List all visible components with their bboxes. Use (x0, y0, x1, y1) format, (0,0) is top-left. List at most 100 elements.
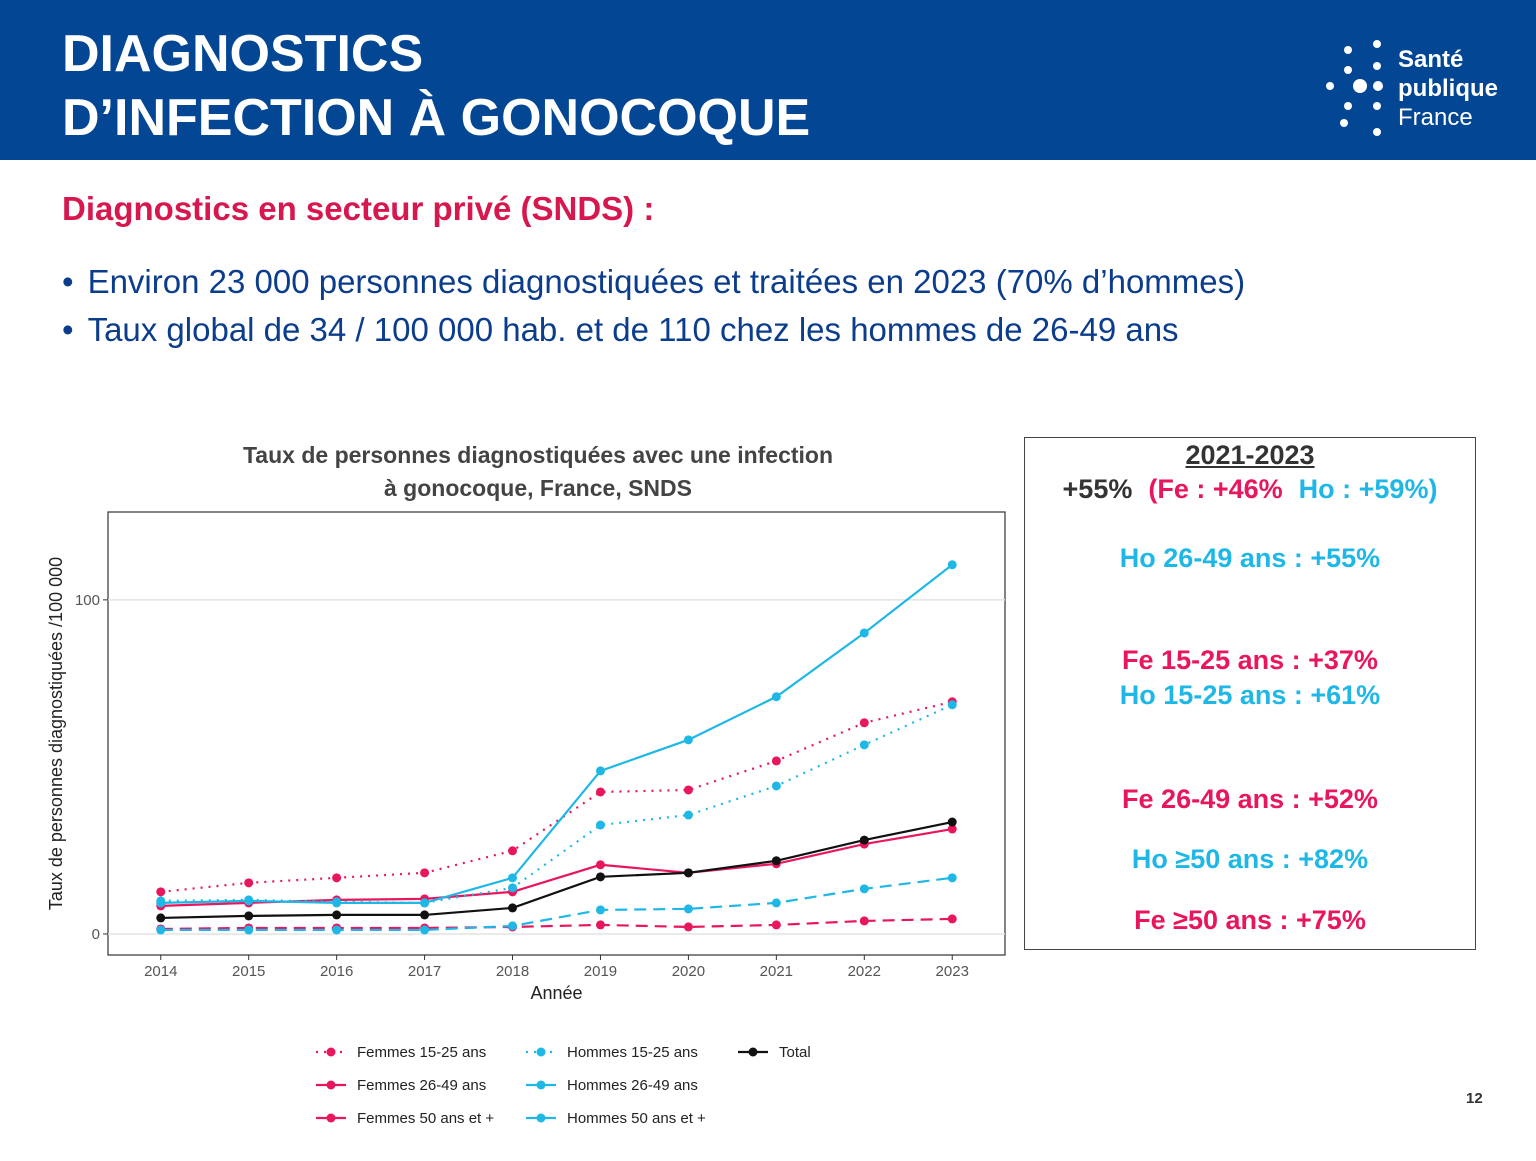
data-point (595, 820, 605, 830)
box-line: Ho 26-49 ans : +55% (1025, 543, 1475, 574)
header-title: DIAGNOSTICS (62, 25, 424, 83)
legend-key-dot (326, 1080, 336, 1090)
box-line: Ho ≥50 ans : +82% (1025, 844, 1475, 875)
legend-label: Hommes 15-25 ans (567, 1044, 698, 1061)
legend-label: Hommes 50 ans et + (567, 1110, 706, 1127)
legend-key-dot (536, 1047, 546, 1057)
data-point (947, 560, 957, 570)
data-point (332, 925, 342, 935)
box-segment: Fe 15-25 ans : +37% (1122, 645, 1378, 675)
data-point (683, 922, 693, 932)
box-title: 2021-2023 (1185, 440, 1315, 470)
data-point (420, 925, 430, 935)
data-point (595, 766, 605, 776)
x-tick-label: 2016 (320, 963, 353, 980)
data-point (244, 896, 254, 906)
data-point (595, 787, 605, 797)
x-tick-label: 2018 (496, 963, 529, 980)
data-point (156, 887, 166, 897)
data-point (595, 920, 605, 930)
y-tick-label: 0 (92, 926, 100, 943)
data-point (595, 860, 605, 870)
series-line (160, 820, 953, 920)
chart: Taux de personnes diagnostiquées avec un… (46, 442, 1006, 1127)
data-point (859, 628, 869, 638)
x-tick-label: 2017 (408, 963, 441, 980)
data-point (508, 921, 518, 931)
data-point (683, 810, 693, 820)
data-point (420, 910, 430, 920)
chart-title: Taux de personnes diagnostiquées avec un… (243, 442, 833, 468)
data-point (244, 878, 254, 888)
data-point (595, 872, 605, 882)
data-point (859, 916, 869, 926)
y-tick-label: 100 (75, 592, 100, 609)
box-segment: +55% (1062, 474, 1133, 504)
data-point (683, 785, 693, 795)
legend-label: Femmes 50 ans et + (357, 1110, 494, 1127)
data-point (508, 873, 518, 883)
legend-key-dot (536, 1113, 546, 1123)
intro-heading: Diagnostics en secteur privé (SNDS) : (62, 190, 655, 227)
chart-title: à gonocoque, France, SNDS (384, 475, 692, 501)
legend-key-dot (326, 1047, 336, 1057)
summary-box: 2021-2023 +55% (Fe : +46% Ho : +59%) Ho 26-4… (1024, 437, 1476, 950)
box-segment: Ho 15-25 ans : +61% (1119, 680, 1381, 710)
x-tick-label: 2020 (672, 963, 705, 980)
data-point (859, 718, 869, 728)
header-title: D’INFECTION À GONOCOQUE (62, 89, 811, 147)
series-line (160, 563, 953, 904)
box-segment: Ho 26-49 ans : +55% (1119, 543, 1381, 573)
bullet-list: Environ 23 000 personnes diagnostiquées … (62, 258, 1246, 354)
data-point (859, 835, 869, 845)
legend-key-dot (326, 1113, 336, 1123)
data-point (947, 914, 957, 924)
x-tick-label: 2022 (848, 963, 881, 980)
legend-label: Femmes 26-49 ans (357, 1077, 486, 1094)
y-axis-label: Taux de personnes diagnostiquées /100 00… (46, 557, 66, 910)
box-line: Fe 26-49 ans : +52% (1025, 784, 1475, 815)
data-point (683, 868, 693, 878)
data-point (508, 883, 518, 893)
data-point (947, 824, 957, 834)
data-point (771, 781, 781, 791)
x-tick-label: 2019 (584, 963, 617, 980)
x-tick-label: 2021 (760, 963, 793, 980)
data-point (508, 846, 518, 856)
data-point (771, 898, 781, 908)
data-point (771, 920, 781, 930)
data-point (244, 911, 254, 921)
page-number: 12 (1466, 1090, 1483, 1107)
bullet: Environ 23 000 personnes diagnostiquées … (62, 258, 1246, 306)
legend-label: Hommes 26-49 ans (567, 1077, 698, 1094)
data-point (420, 898, 430, 908)
data-point (332, 898, 342, 908)
box-line: Fe ≥50 ans : +75% (1025, 905, 1475, 936)
box-line: +55% (Fe : +46% Ho : +59%) (1025, 474, 1475, 505)
data-point (595, 905, 605, 915)
box-segment: Ho ≥50 ans : +82% (1131, 844, 1369, 874)
legend-label: Total (779, 1044, 811, 1061)
data-point (947, 873, 957, 883)
data-point (332, 910, 342, 920)
box-segment: Fe ≥50 ans : +75% (1134, 905, 1366, 935)
data-point (156, 925, 166, 935)
logo-dots (1326, 40, 1383, 136)
logo-text: France (1398, 104, 1473, 131)
data-point (156, 898, 166, 908)
bullet: Taux global de 34 / 100 000 hab. et de 1… (62, 306, 1245, 354)
x-axis-label: Année (530, 983, 582, 1003)
x-tick-label: 2015 (232, 963, 265, 980)
box-segment: (Fe : +46% (1148, 474, 1283, 504)
legend-key-dot (748, 1047, 758, 1057)
box-line: Ho 15-25 ans : +61% (1025, 680, 1475, 711)
series-line (160, 700, 953, 893)
data-point (859, 740, 869, 750)
box-segment: Ho : +59%) (1298, 474, 1438, 504)
plot-area (107, 511, 1006, 956)
legend-key-dot (536, 1080, 546, 1090)
box-line: Fe 15-25 ans : +37% (1025, 645, 1475, 676)
data-point (859, 884, 869, 894)
data-point (683, 735, 693, 745)
